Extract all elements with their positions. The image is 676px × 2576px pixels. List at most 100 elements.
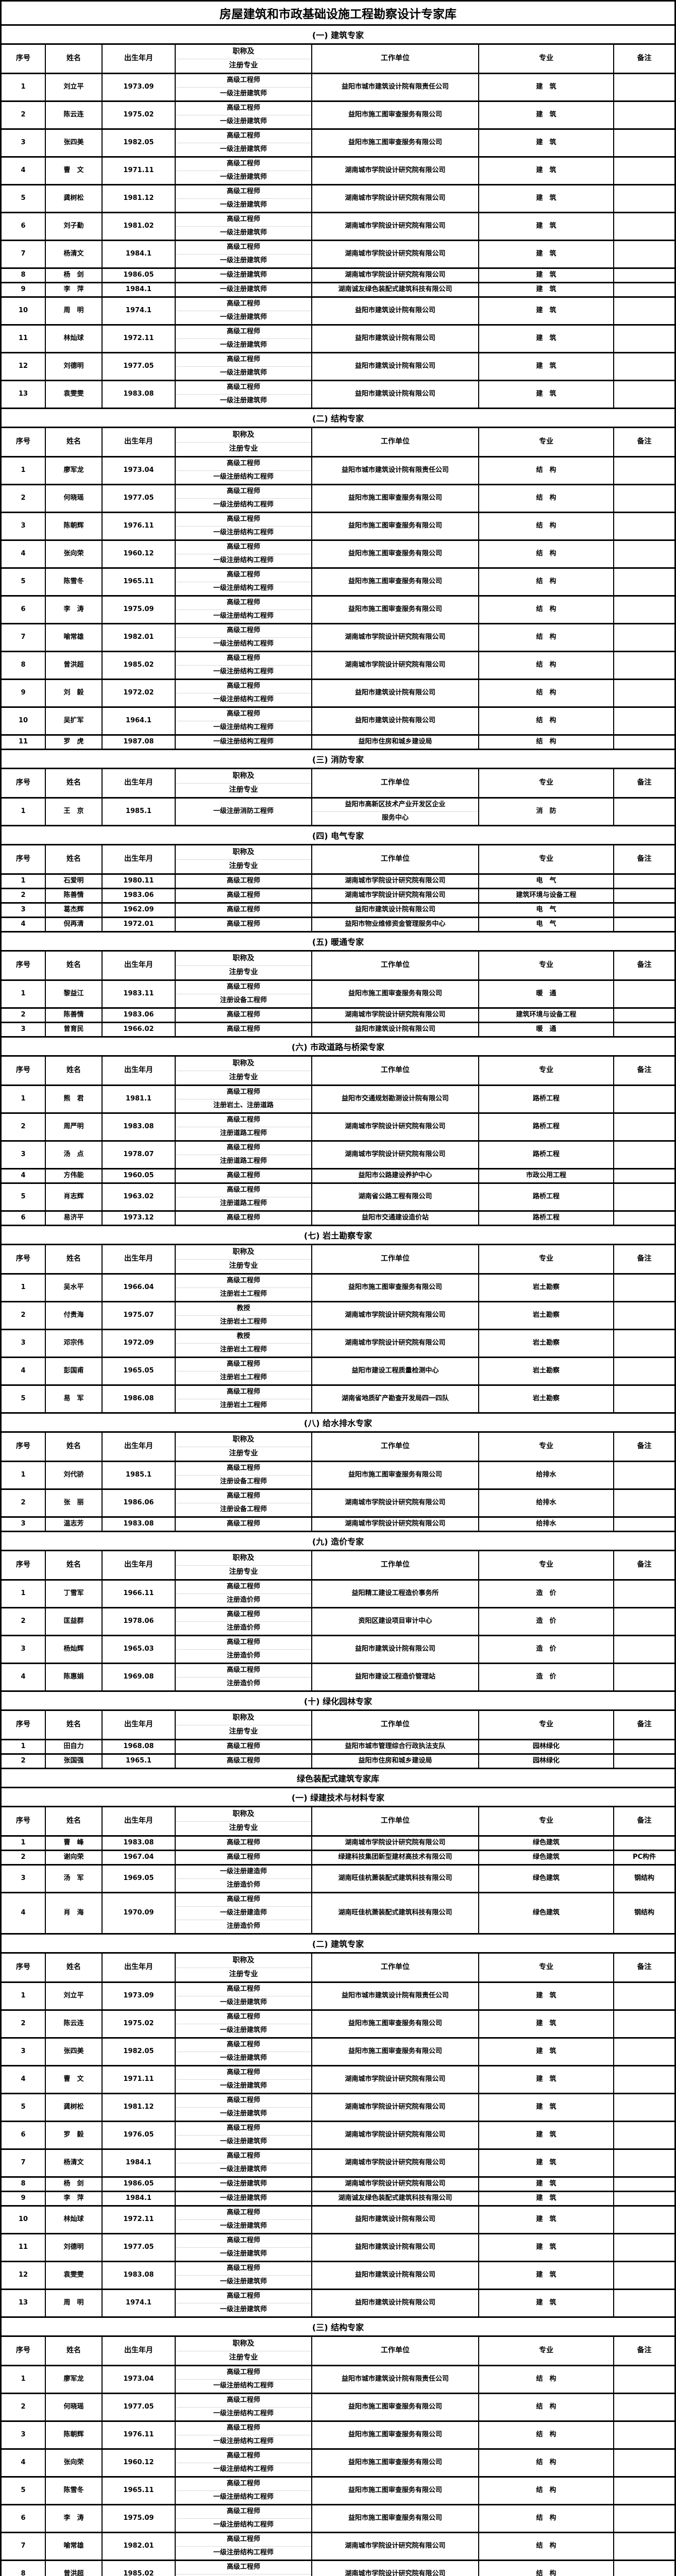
cell-specialty: 建 筑 bbox=[479, 2192, 614, 2205]
cell-line: 专业 bbox=[539, 1963, 553, 1972]
cell-line bbox=[614, 1740, 674, 1753]
cell-line: 5 bbox=[21, 2103, 26, 2111]
header-cell-no: 序号 bbox=[2, 45, 46, 73]
cell-specialty: 建 筑 bbox=[479, 2094, 614, 2121]
cell-line: 结 构 bbox=[536, 466, 556, 474]
cell-employer: 益阳市交通建设造价站 bbox=[312, 1212, 479, 1225]
cell-line: 一级注册结构工程师 bbox=[176, 2574, 311, 2576]
cell-titles: 高级工程师一级注册结构工程师 bbox=[176, 513, 312, 539]
cell-line: 高级工程师 bbox=[226, 1116, 260, 1124]
cell-line: 高级工程师 bbox=[226, 891, 260, 900]
cell-line: 4 bbox=[21, 1367, 26, 1375]
cell-remark: 钢结构 bbox=[614, 1866, 674, 1892]
cell-line: 湖南城市学院设计研究院有限公司 bbox=[345, 1123, 446, 1131]
cell-specialty: 结 构 bbox=[479, 597, 614, 623]
cell-line: 湖南城市学院设计研究院有限公司 bbox=[345, 1520, 446, 1528]
cell-line: 职称及 bbox=[232, 47, 255, 56]
cell-specialty: 路桥工程 bbox=[479, 1184, 614, 1210]
cell-employer: 湖南省地质矿产勘查开发局四一四队 bbox=[312, 1386, 479, 1412]
cell-line: 备注 bbox=[637, 778, 652, 787]
sub-library-title: 绿色装配式建筑专家库 bbox=[2, 1768, 674, 1787]
cell-line: 备注 bbox=[637, 1561, 652, 1569]
cell-line: 13 bbox=[18, 390, 28, 398]
cell-line: 高级工程师 bbox=[226, 1088, 260, 1096]
cell-line: 1972.09 bbox=[123, 1339, 154, 1347]
table-row: 11 林灿球 1972.11 高级工程师 一级注册建筑师 益阳市建筑设计院有限公司 建 筑 bbox=[2, 324, 674, 352]
cell-line: 8 bbox=[21, 271, 26, 279]
cell-line: 1971.11 bbox=[123, 2075, 154, 2083]
cell-line bbox=[614, 1386, 674, 1412]
table-row: 2 周严明 1983.08 高级工程师 注册道路工程师 湖南城市学院设计研究院有限公司 路桥… bbox=[2, 1112, 674, 1140]
cell-line: 张四美 bbox=[63, 139, 84, 147]
table-row: 8 杨 剑 1986.05 一级注册建筑师 湖南城市学院设计研究院有限公司 建 筑 bbox=[2, 267, 674, 282]
cell-employer: 益阳市住房和城乡建设局 bbox=[312, 736, 479, 749]
cell-titles: 高级工程师 一级注册建筑师 bbox=[176, 158, 312, 184]
cell-name: 刘立平 bbox=[46, 74, 103, 100]
cell-line: 序号 bbox=[16, 2346, 30, 2355]
cell-line: 1976.11 bbox=[123, 2431, 154, 2439]
cell-no: 4 bbox=[2, 2450, 46, 2476]
header-row: 序号 姓名 出生年月 职称及 注册专业 工作单位 专业 备注 bbox=[2, 1244, 674, 1273]
cell-line: 一级注册结构工程师 bbox=[176, 665, 311, 679]
cell-line: 1 bbox=[21, 1283, 26, 1292]
header-cell-birth: 出生年月 bbox=[103, 952, 176, 979]
cell-specialty: 建 筑 bbox=[479, 269, 614, 282]
cell-no: 11 bbox=[2, 2234, 46, 2261]
cell-name: 杨 剑 bbox=[46, 269, 103, 282]
table-row: 3 曾育民 1966.02 高级工程师 益阳市建筑设计院有限公司 暖 通 bbox=[2, 1022, 674, 1036]
cell-birth: 1966.04 bbox=[103, 1275, 176, 1301]
cell-line: 1982.01 bbox=[123, 2542, 154, 2550]
cell-line: 结 构 bbox=[536, 738, 556, 746]
cell-birth: 1965.1 bbox=[103, 1755, 176, 1768]
cell-line: 1983.06 bbox=[123, 1011, 154, 1019]
cell-line: 6 bbox=[21, 1214, 26, 1222]
cell-line: 高级工程师 bbox=[226, 1757, 260, 1765]
cell-birth: 1981.1 bbox=[103, 1086, 176, 1112]
cell-name: 张向荣 bbox=[46, 2450, 103, 2476]
cell-birth: 1973.04 bbox=[103, 457, 176, 484]
cell-specialty: 暖 通 bbox=[479, 981, 614, 1007]
cell-line: 吴扩军 bbox=[63, 717, 84, 725]
cell-specialty: 结 构 bbox=[479, 2422, 614, 2448]
cell-remark bbox=[614, 652, 674, 679]
cell-specialty: 结 构 bbox=[479, 2394, 614, 2420]
cell-line: 罗 毅 bbox=[63, 2131, 84, 2139]
cell-employer: 湖南城市学院设计研究院有限公司 bbox=[312, 2066, 479, 2093]
cell-remark bbox=[614, 1664, 674, 1690]
header-cell-no: 序号 bbox=[2, 845, 46, 873]
cell-specialty: 结 构 bbox=[479, 736, 614, 749]
cell-line: 注册造价师 bbox=[176, 1621, 311, 1635]
cell-remark bbox=[614, 2561, 674, 2576]
header-cell-birth: 出生年月 bbox=[103, 1245, 176, 1273]
cell-name: 彭国甫 bbox=[46, 1358, 103, 1384]
cell-line: 陈善情 bbox=[63, 1011, 84, 1019]
cell-remark bbox=[614, 2178, 674, 2191]
cell-specialty: 岩土勘察 bbox=[479, 1330, 614, 1357]
cell-line: 序号 bbox=[16, 1963, 30, 1972]
cell-no: 5 bbox=[2, 1386, 46, 1412]
cell-employer: 湖南诚友绿色装配式建筑科技有限公司 bbox=[312, 283, 479, 296]
cell-birth: 1973.09 bbox=[103, 1983, 176, 2009]
cell-line: 周严明 bbox=[63, 1123, 84, 1131]
cell-birth: 1967.04 bbox=[103, 1851, 176, 1864]
cell-line: 出生年月 bbox=[124, 437, 153, 446]
cell-remark bbox=[614, 241, 674, 267]
cell-titles: 高级工程师 一级注册建筑师 bbox=[176, 381, 312, 408]
table-row: 3 温志芳 1983.08 高级工程师 湖南城市学院设计研究院有限公司 给排水 bbox=[2, 1516, 674, 1531]
cell-line: 注册岩土、注册道路 bbox=[176, 1099, 311, 1112]
cell-remark bbox=[614, 1086, 674, 1112]
cell-specialty: 建 筑 bbox=[479, 353, 614, 380]
cell-no: 2 bbox=[2, 102, 46, 128]
cell-line bbox=[614, 1170, 674, 1182]
cell-birth: 1981.12 bbox=[103, 2094, 176, 2121]
cell-titles: 一级注册建造师 注册造价师 bbox=[176, 1866, 312, 1892]
cell-titles: 高级工程师 一级注册建筑师 bbox=[176, 298, 312, 324]
cell-line bbox=[614, 241, 674, 267]
cell-remark bbox=[614, 2234, 674, 2261]
cell-line: 高级工程师 bbox=[226, 1520, 260, 1528]
cell-no: 4 bbox=[2, 158, 46, 184]
cell-line: 工作单位 bbox=[381, 1255, 410, 1263]
cell-no: 3 bbox=[2, 1636, 46, 1663]
cell-line: 1983.08 bbox=[123, 2271, 154, 2279]
cell-employer: 湖南城市学院设计研究院有限公司 bbox=[312, 1009, 479, 1022]
